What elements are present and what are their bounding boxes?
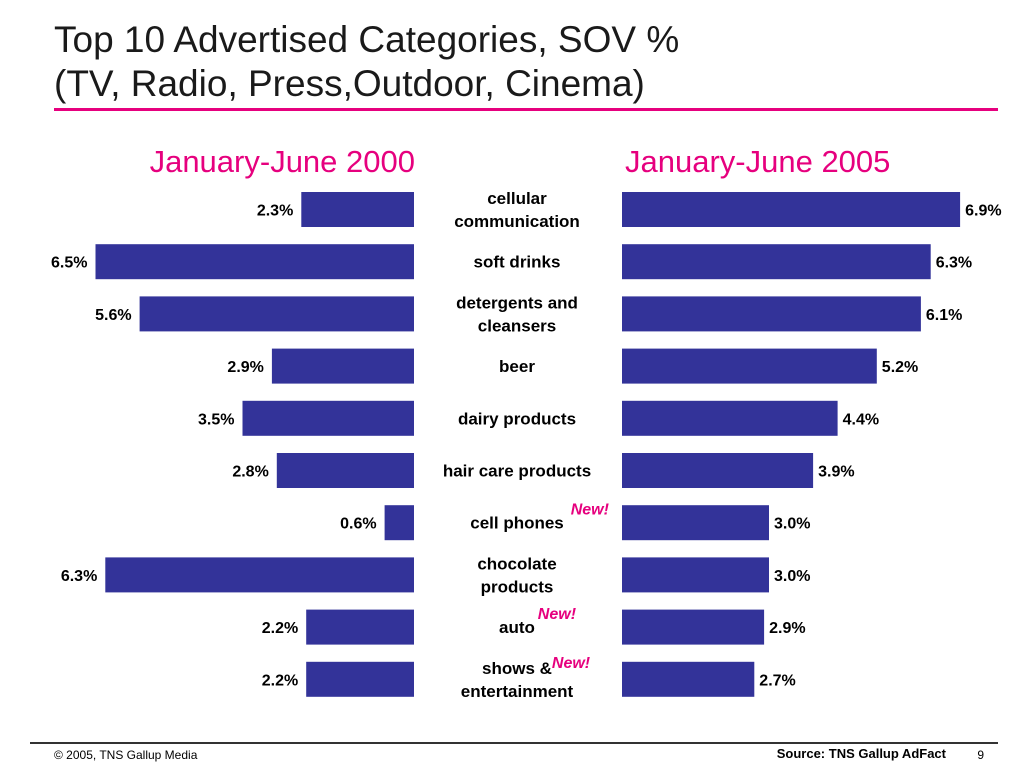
footer-rule (30, 742, 998, 744)
panel-title-2005: January-June 2005 (625, 144, 891, 179)
copyright-text: © 2005, TNS Gallup Media (54, 748, 198, 762)
value-label-2005-1: 6.3% (936, 255, 972, 272)
bar-2000-3 (271, 348, 414, 384)
new-badge-6: New! (571, 502, 610, 519)
bar-2005-4 (622, 400, 838, 436)
bar-2000-5 (276, 453, 414, 488)
category-label-7: chocolate products (477, 554, 556, 596)
value-label-2000-2: 5.6% (95, 307, 131, 324)
bar-2000-0 (301, 192, 414, 227)
slide-title-line-1: Top 10 Advertised Categories, SOV % (54, 19, 680, 60)
value-label-2005-5: 3.9% (818, 464, 854, 481)
value-label-2005-9: 2.7% (759, 672, 795, 689)
value-label-2000-9: 2.2% (262, 672, 298, 689)
value-label-2000-7: 6.3% (61, 568, 97, 585)
category-label-5: hair care products (443, 462, 591, 481)
value-label-2005-4: 4.4% (843, 411, 879, 428)
bar-2005-3 (622, 348, 877, 384)
value-label-2000-3: 2.9% (227, 359, 263, 376)
category-label-2: detergents and cleansers (456, 293, 578, 335)
value-label-2005-7: 3.0% (774, 568, 810, 585)
bar-2005-2 (622, 296, 921, 332)
bar-2005-6 (622, 505, 769, 541)
category-label-9: shows & entertainment (461, 659, 574, 701)
value-label-2005-2: 6.1% (926, 307, 962, 324)
slide-title-line-2: (TV, Radio, Press,Outdoor, Cinema) (54, 63, 645, 104)
value-label-2000-1: 6.5% (51, 255, 87, 272)
value-label-2000-6: 0.6% (340, 516, 376, 533)
category-label-0: cellular communication (454, 189, 580, 231)
value-label-2005-6: 3.0% (774, 516, 810, 533)
bar-2000-8 (306, 609, 414, 645)
value-label-2000-8: 2.2% (262, 620, 298, 637)
bar-2005-8 (622, 609, 765, 645)
category-label-1: soft drinks (474, 253, 561, 272)
slide-title: Top 10 Advertised Categories, SOV % (TV,… (54, 18, 994, 106)
bar-2005-1 (622, 244, 931, 280)
category-label-4: dairy products (458, 409, 576, 428)
title-rule (54, 108, 998, 111)
new-badge-9: New! (552, 655, 591, 672)
bar-2005-0 (622, 192, 961, 227)
value-label-2005-3: 5.2% (882, 359, 918, 376)
butterfly-bar-chart: 2.3% 6.9% cellular communication 6.5% 6.3% sof… (51, 189, 1002, 701)
value-label-2000-5: 2.8% (232, 464, 268, 481)
source-text: Source: TNS Gallup AdFact (776, 746, 946, 761)
value-label-2000-0: 2.3% (257, 203, 293, 220)
bar-2000-4 (242, 400, 414, 436)
value-label-2005-0: 6.9% (965, 203, 1001, 220)
new-badge-8: New! (538, 606, 577, 623)
value-label-2000-4: 3.5% (198, 411, 234, 428)
bar-2000-9 (306, 661, 414, 697)
bar-2000-7 (105, 557, 415, 593)
panel-title-2000: January-June 2000 (149, 144, 415, 179)
bar-2005-7 (622, 557, 769, 593)
bar-2005-5 (622, 453, 814, 488)
category-label-8: auto (499, 618, 535, 637)
bar-2000-6 (384, 505, 414, 541)
bar-2005-9 (622, 661, 755, 697)
page-number: 9 (977, 748, 984, 762)
bar-2000-2 (139, 296, 414, 332)
value-label-2005-8: 2.9% (769, 620, 805, 637)
bar-2000-1 (95, 244, 414, 280)
category-label-6: cell phones (470, 514, 564, 533)
category-label-3: beer (499, 357, 535, 376)
